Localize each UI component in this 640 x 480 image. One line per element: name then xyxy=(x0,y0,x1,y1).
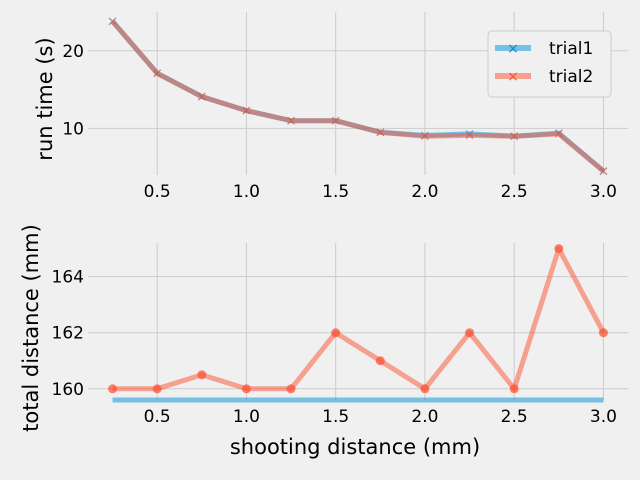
top-y-axis-label: run time (s) xyxy=(33,37,57,160)
data-point xyxy=(554,129,563,138)
x-tick-label: 2.0 xyxy=(411,182,438,202)
data-point xyxy=(509,384,519,394)
y-tick-label: 20 xyxy=(62,42,84,62)
legend-marker-trial1: × xyxy=(507,41,519,57)
data-point xyxy=(108,17,117,26)
x-tick-label: 2.5 xyxy=(501,407,528,427)
x-tick-label: 1.5 xyxy=(322,407,349,427)
legend-entry-trial2: × trial2 xyxy=(495,67,593,87)
y-tick-label: 162 xyxy=(52,324,84,344)
data-point xyxy=(375,356,385,366)
data-point xyxy=(598,328,608,338)
x-tick-label: 3.0 xyxy=(590,182,617,202)
top-panel: 0.5 1.0 1.5 2.0 2.5 3.0 10 20 run time (s) × t… xyxy=(33,12,628,202)
data-point xyxy=(510,132,519,141)
data-point xyxy=(465,328,475,338)
data-point xyxy=(152,384,162,394)
top-y-tick-labels: 10 20 xyxy=(62,42,84,140)
x-tick-label: 2.0 xyxy=(411,407,438,427)
bottom-y-tick-labels: 160 162 164 xyxy=(52,268,84,400)
legend-label-trial2: trial2 xyxy=(549,67,593,87)
bottom-series xyxy=(108,244,608,403)
bottom-y-axis-label: total distance (mm) xyxy=(19,224,43,432)
data-point xyxy=(197,370,207,380)
data-point xyxy=(286,384,296,394)
top-series xyxy=(108,17,608,176)
x-tick-label: 3.0 xyxy=(590,407,617,427)
legend-label-trial1: trial1 xyxy=(549,39,593,59)
y-tick-label: 10 xyxy=(62,119,84,139)
data-point xyxy=(197,92,206,101)
x-tick-label: 1.5 xyxy=(322,182,349,202)
data-point xyxy=(242,106,251,115)
legend-marker-trial2: × xyxy=(507,69,519,85)
x-tick-label: 1.0 xyxy=(233,407,260,427)
data-point xyxy=(554,244,564,254)
data-point xyxy=(465,131,474,140)
legend-entry-trial1: × trial1 xyxy=(495,39,593,59)
series-line-series2 xyxy=(112,246,606,392)
bottom-x-tick-labels: 0.5 1.0 1.5 2.0 2.5 3.0 xyxy=(144,407,617,427)
bottom-x-axis-label: shooting distance (mm) xyxy=(230,435,480,459)
data-point xyxy=(420,384,430,394)
y-tick-label: 164 xyxy=(52,268,84,288)
data-point xyxy=(599,167,608,176)
bottom-grid xyxy=(88,243,628,400)
bottom-plot-area xyxy=(88,243,628,400)
x-tick-label: 0.5 xyxy=(144,182,171,202)
data-point xyxy=(376,128,385,137)
data-point xyxy=(331,328,341,338)
data-point xyxy=(287,116,296,125)
x-tick-label: 1.0 xyxy=(233,182,260,202)
y-tick-label: 160 xyxy=(52,380,84,400)
top-x-tick-labels: 0.5 1.0 1.5 2.0 2.5 3.0 xyxy=(144,182,617,202)
data-point xyxy=(108,384,118,394)
legend: × trial1 × trial2 xyxy=(487,30,612,98)
bottom-panel: 0.5 1.0 1.5 2.0 2.5 3.0 160 162 164 total dista… xyxy=(19,224,628,459)
x-tick-label: 0.5 xyxy=(144,407,171,427)
data-point xyxy=(331,116,340,125)
data-point xyxy=(420,132,429,141)
series-line-trial2 xyxy=(110,19,606,174)
data-point xyxy=(241,384,251,394)
x-tick-label: 2.5 xyxy=(501,182,528,202)
data-point xyxy=(153,69,162,78)
